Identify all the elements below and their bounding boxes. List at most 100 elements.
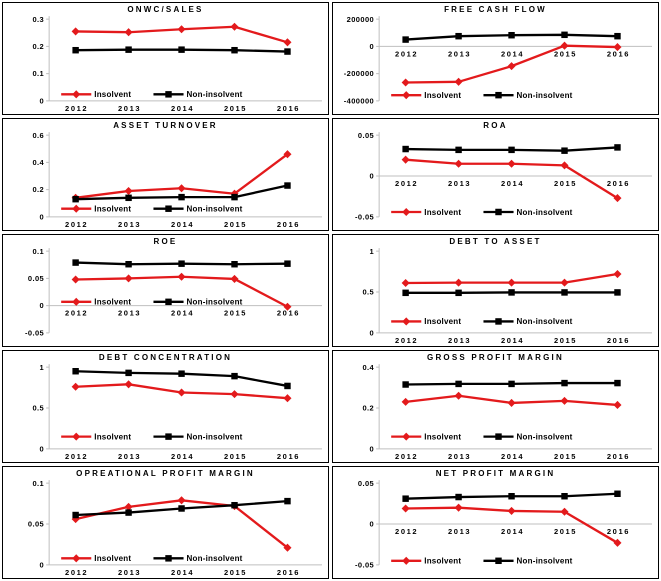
svg-text:2013: 2013 [118, 452, 141, 461]
svg-text:Non-insolvent: Non-insolvent [187, 90, 243, 99]
chart-plot-roe: -0.05 0 0.05 0.1 2012 2013 2014 2015 2016 Insolve… [25, 247, 322, 338]
svg-text:0: 0 [370, 328, 375, 337]
svg-text:2013: 2013 [118, 309, 141, 318]
series-insolvent [71, 380, 292, 403]
legend: Insolvent Non-insolvent [61, 90, 242, 99]
svg-text:2012: 2012 [65, 568, 88, 577]
series-insolvent [401, 41, 622, 87]
y-axis-labels: -0.05 0 0.05 [355, 479, 374, 570]
svg-text:0: 0 [40, 560, 45, 569]
chart-title-opreational-profit-margin: OPREATIONAL PROFIT MARGIN [76, 469, 255, 478]
svg-text:2016: 2016 [277, 220, 300, 229]
svg-text:2013: 2013 [448, 527, 471, 536]
svg-text:0.2: 0.2 [362, 404, 374, 413]
chart-panel-gross-profit-margin: GROSS PROFIT MARGIN 0 0.2 0.4 2012 2013 2014 2… [332, 350, 659, 463]
svg-text:2015: 2015 [224, 452, 247, 461]
chart-title-debt-to-asset: DEBT TO ASSET [449, 237, 542, 246]
y-axis-labels: -0.05 0 0.05 [355, 131, 374, 222]
x-axis-labels: 2012 2013 2014 2015 2016 [395, 527, 630, 536]
chart-plot-gross-profit-margin: 0 0.2 0.4 2012 2013 2014 2015 2016 Insolvent Non-… [362, 363, 652, 461]
chart-plot-net-profit-margin: -0.05 0 0.05 2012 2013 2014 2015 2016 Insolvent N… [355, 479, 652, 570]
chart-plot-onwc-sales: 0 0.1 0.2 0.3 2012 2013 2014 2015 2016 Insolvent N… [32, 15, 322, 113]
axes [376, 248, 652, 334]
svg-text:Non-insolvent: Non-insolvent [187, 205, 243, 214]
svg-text:0.2: 0.2 [32, 185, 44, 194]
svg-text:0.05: 0.05 [358, 131, 374, 140]
legend: Insolvent Non-insolvent [61, 554, 242, 563]
chart-title-debt-concentration: DEBT CONCENTRATION [98, 353, 233, 362]
svg-text:-200000: -200000 [344, 69, 374, 78]
x-axis-labels: 2012 2013 2014 2015 2016 [395, 49, 628, 58]
x-axis-labels: 2012 2013 2014 2015 2016 [65, 104, 300, 113]
chart-title-net-profit-margin: NET PROFIT MARGIN [435, 469, 556, 478]
axes [46, 132, 322, 218]
y-axis-labels: -0.05 0 0.05 0.1 [25, 247, 44, 338]
y-axis-labels: 0 0.1 0.2 0.3 [32, 15, 44, 106]
svg-text:2016: 2016 [607, 527, 630, 536]
chart-plot-asset-turnover: 0 0.2 0.4 0.6 2012 2013 2014 2015 2016 Insolvent N… [32, 131, 322, 229]
series-insolvent [71, 496, 292, 552]
chart-panel-asset-turnover: ASSET TURNOVER 0 0.2 0.4 0.6 2012 2013 2014 201… [2, 118, 329, 231]
svg-text:2015: 2015 [554, 336, 577, 345]
svg-text:2013: 2013 [118, 568, 141, 577]
series-non-insolvent [402, 31, 621, 43]
svg-text:2015: 2015 [554, 179, 577, 188]
x-axis-labels: 2012 2013 2014 2015 2016 [65, 568, 298, 577]
svg-text:2014: 2014 [171, 220, 194, 229]
x-axis-labels: 2012 2013 2014 2015 2016 [65, 220, 300, 229]
legend: Insolvent Non-insolvent [391, 557, 572, 566]
svg-text:0.4: 0.4 [362, 363, 374, 372]
y-axis-labels: 00.51 [362, 247, 375, 338]
svg-text:Non-insolvent: Non-insolvent [517, 317, 573, 326]
svg-text:Insolvent: Insolvent [424, 557, 461, 566]
svg-text:2014: 2014 [501, 179, 524, 188]
svg-text:2016: 2016 [607, 336, 630, 345]
svg-text:Insolvent: Insolvent [94, 554, 131, 563]
x-axis-labels: 2012 2013 2014 2015 2016 [395, 452, 628, 461]
chart-title-asset-turnover: ASSET TURNOVER [113, 121, 218, 130]
x-axis-labels: 2012 2013 2014 2015 2016 [395, 179, 628, 188]
svg-text:Non-insolvent: Non-insolvent [187, 554, 243, 563]
svg-text:2016: 2016 [277, 309, 300, 318]
axes [46, 480, 322, 566]
svg-text:-400000: -400000 [344, 96, 374, 105]
svg-text:2016: 2016 [277, 104, 300, 113]
svg-text:2014: 2014 [501, 336, 524, 345]
chart-panel-free-cash-flow: FREE CASH FLOW -400000 -200000 0 200000 2012… [332, 2, 659, 115]
svg-text:2013: 2013 [448, 49, 471, 58]
svg-text:2013: 2013 [118, 220, 141, 229]
svg-text:Insolvent: Insolvent [424, 208, 461, 217]
axes [376, 364, 652, 450]
svg-text:Non-insolvent: Non-insolvent [517, 432, 573, 441]
axes [376, 480, 652, 566]
svg-text:0.05: 0.05 [358, 479, 374, 488]
chart-panel-roe: ROE -0.05 0 0.05 0.1 2012 2013 2014 2015 2016 Ins… [2, 234, 329, 347]
svg-text:Non-insolvent: Non-insolvent [517, 557, 573, 566]
series-insolvent [401, 503, 622, 547]
axes [46, 248, 322, 334]
series-non-insolvent [402, 379, 621, 388]
chart-plot-opreational-profit-margin: 0 0.05 0.1 2012 2013 2014 2015 2016 Insolvent Non… [28, 479, 322, 577]
series-non-insolvent [402, 144, 621, 154]
axes [376, 132, 652, 218]
svg-text:0.1: 0.1 [32, 479, 44, 488]
axes [46, 364, 322, 450]
svg-text:Insolvent: Insolvent [424, 91, 461, 100]
series-non-insolvent [402, 490, 621, 502]
series-non-insolvent [72, 46, 291, 55]
series-insolvent [401, 155, 622, 203]
svg-text:1: 1 [370, 247, 375, 256]
y-axis-labels: -400000 -200000 0 200000 [344, 15, 374, 106]
svg-text:-0.05: -0.05 [355, 212, 374, 221]
chart-title-free-cash-flow: FREE CASH FLOW [444, 5, 547, 14]
svg-text:0.2: 0.2 [32, 42, 44, 51]
svg-text:2015: 2015 [554, 49, 577, 58]
y-axis-labels: 00.51 [32, 363, 43, 454]
svg-text:0.5: 0.5 [362, 288, 374, 297]
svg-text:2013: 2013 [448, 336, 471, 345]
chart-panel-net-profit-margin: NET PROFIT MARGIN -0.05 0 0.05 2012 2013 2014… [332, 466, 659, 579]
chart-plot-roa: -0.05 0 0.05 2012 2013 2014 2015 2016 Insolvent N… [355, 131, 652, 222]
svg-text:2015: 2015 [224, 568, 247, 577]
legend: Insolvent Non-insolvent [61, 205, 242, 214]
svg-text:0.6: 0.6 [32, 131, 44, 140]
